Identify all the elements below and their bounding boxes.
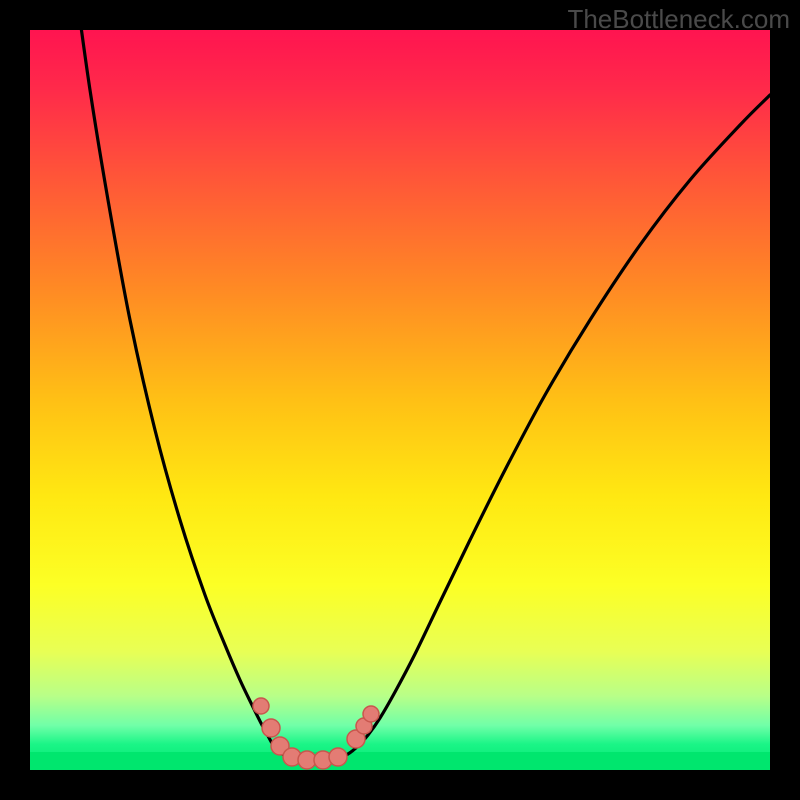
- plot-area: [30, 30, 770, 770]
- chart-root: TheBottleneck.com: [0, 0, 800, 800]
- marker-point: [363, 706, 379, 722]
- watermark-text: TheBottleneck.com: [567, 4, 790, 35]
- marker-point: [329, 748, 347, 766]
- marker-point: [253, 698, 269, 714]
- marker-point: [262, 719, 280, 737]
- green-band: [30, 752, 770, 770]
- chart-svg: [30, 30, 770, 770]
- gradient-background: [30, 30, 770, 770]
